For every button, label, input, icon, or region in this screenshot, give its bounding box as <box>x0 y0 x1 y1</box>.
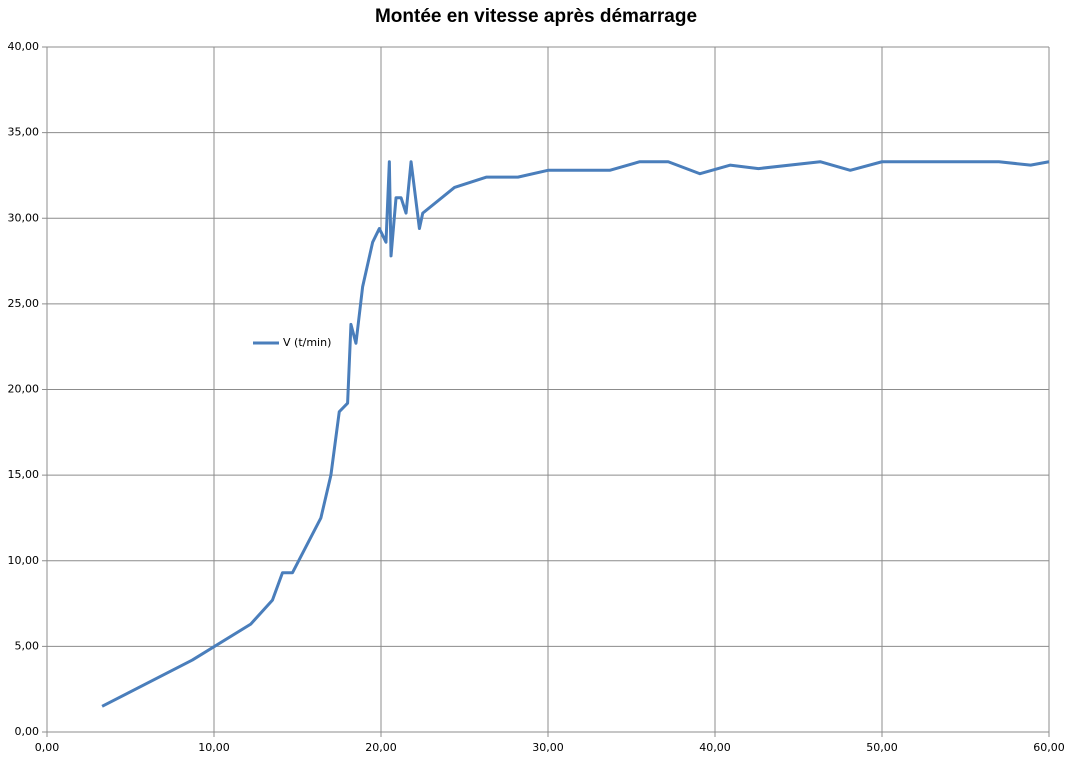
y-tick-label: 40,00 <box>8 40 40 53</box>
x-tick-label: 30,00 <box>532 741 564 754</box>
y-tick-label: 30,00 <box>8 211 40 224</box>
y-tick-label: 5,00 <box>15 639 40 652</box>
y-tick-label: 15,00 <box>8 468 40 481</box>
x-tick-label: 0,00 <box>35 741 60 754</box>
y-tick-label: 25,00 <box>8 297 40 310</box>
legend-label: V (t/min) <box>283 336 331 349</box>
x-tick-label: 10,00 <box>198 741 230 754</box>
chart-title: Montée en vitesse après démarrage <box>375 6 697 27</box>
y-tick-label: 0,00 <box>15 725 40 738</box>
y-tick-label: 20,00 <box>8 383 40 396</box>
data-line <box>101 160 1050 708</box>
y-tick-label: 35,00 <box>8 126 40 139</box>
y-tick-label: 10,00 <box>8 554 40 567</box>
x-tick-label: 40,00 <box>699 741 731 754</box>
x-tick-label: 50,00 <box>866 741 898 754</box>
x-tick-label: 60,00 <box>1033 741 1065 754</box>
x-tick-label: 20,00 <box>365 741 397 754</box>
